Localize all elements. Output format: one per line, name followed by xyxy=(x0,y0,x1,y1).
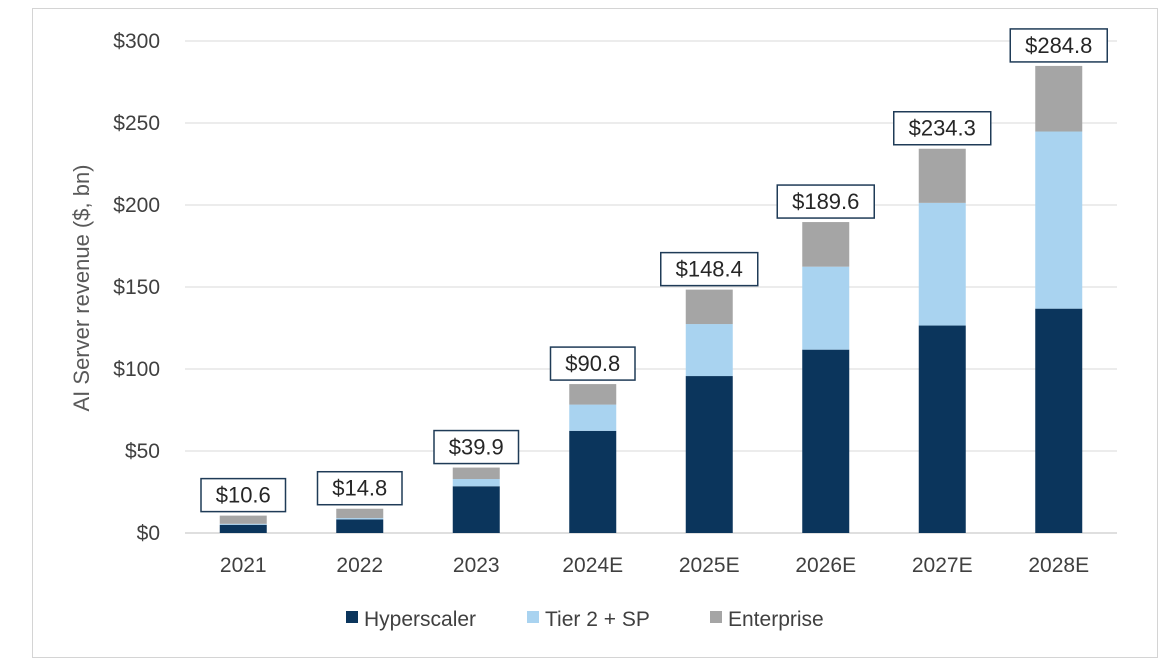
bar-segment xyxy=(569,430,617,533)
bar-segment xyxy=(1035,65,1083,132)
bar-segment xyxy=(336,508,384,519)
total-label-box xyxy=(893,110,992,146)
legend-label: Enterprise xyxy=(728,608,824,631)
y-tick-label: $100 xyxy=(113,358,160,381)
total-label: $10.6 xyxy=(216,483,271,508)
y-tick-label: $250 xyxy=(113,112,160,135)
bar-segment xyxy=(569,404,617,431)
total-label-box xyxy=(433,429,520,465)
bar-segment xyxy=(685,289,733,325)
x-axis: 2021 2022 2023 2024E 2025E 2026E 2027E 2028E xyxy=(220,554,1089,577)
x-tick-label: 2027E xyxy=(912,554,973,577)
y-tick-label: $150 xyxy=(113,276,160,299)
x-tick-label: 2022 xyxy=(336,554,383,577)
bar-segment xyxy=(452,479,500,487)
bar-segment xyxy=(918,325,966,533)
legend-swatch xyxy=(710,611,722,623)
y-axis: $0 $50 $100 $150 $200 $250 $300 xyxy=(113,30,160,545)
x-tick-label: 2024E xyxy=(562,554,623,577)
x-tick-label: 2026E xyxy=(795,554,856,577)
legend-swatch xyxy=(346,611,358,623)
total-label: $90.8 xyxy=(565,351,620,376)
legend-swatch xyxy=(527,611,539,623)
total-label: $189.6 xyxy=(792,189,859,214)
total-label: $14.8 xyxy=(332,476,387,501)
total-label-box xyxy=(776,184,875,219)
bar-segment xyxy=(336,518,384,520)
x-tick-label: 2025E xyxy=(679,554,740,577)
total-label-box xyxy=(316,470,403,506)
bar-segment xyxy=(802,349,850,533)
total-label-box xyxy=(549,346,636,381)
bar-segment xyxy=(219,523,267,525)
bars xyxy=(219,65,1083,533)
total-label-box xyxy=(1009,28,1108,63)
bar-segment xyxy=(336,519,384,533)
y-axis-label: AI Server revenue ($, bn) xyxy=(69,164,94,411)
x-tick-label: 2023 xyxy=(453,554,500,577)
total-labels: $10.6 $14.8 $39.9 $90.8 $148.4 $189.6 $234.3 $2… xyxy=(200,28,1108,513)
x-tick-label: 2028E xyxy=(1028,554,1089,577)
bar-segment xyxy=(569,384,617,405)
total-label-box xyxy=(660,251,759,287)
total-label: $284.8 xyxy=(1025,33,1092,58)
total-label: $234.3 xyxy=(909,116,976,141)
x-tick-label: 2021 xyxy=(220,554,267,577)
legend-label: Tier 2 + SP xyxy=(545,608,650,631)
bar-segment xyxy=(802,222,850,267)
y-tick-label: $0 xyxy=(137,522,160,545)
bar-segment xyxy=(802,266,850,350)
bar-segment xyxy=(918,148,966,203)
bar-segment xyxy=(685,324,733,377)
total-label: $148.4 xyxy=(676,257,743,282)
y-tick-label: $200 xyxy=(113,194,160,217)
bar-segment xyxy=(452,467,500,480)
total-label-box xyxy=(200,477,287,513)
bar-segment xyxy=(685,376,733,533)
total-label: $39.9 xyxy=(449,435,504,460)
bar-segment xyxy=(219,515,267,524)
y-tick-label: $300 xyxy=(113,30,160,53)
legend: Hyperscaler Tier 2 + SP Enterprise xyxy=(346,608,824,631)
bar-segment xyxy=(1035,308,1083,533)
bar-segment xyxy=(452,486,500,533)
bar-segment xyxy=(219,524,267,533)
y-tick-label: $50 xyxy=(125,440,160,463)
bar-segment xyxy=(918,202,966,326)
legend-label: Hyperscaler xyxy=(364,608,476,631)
bar-segment xyxy=(1035,131,1083,309)
